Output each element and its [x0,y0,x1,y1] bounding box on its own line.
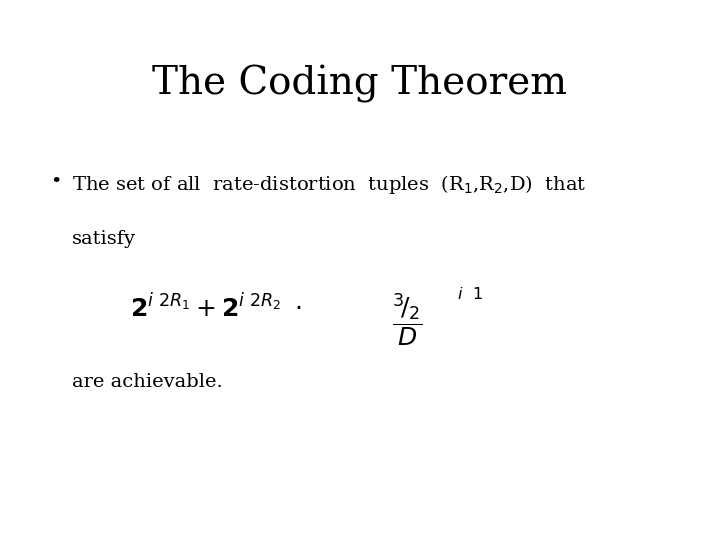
Text: $i\ \ 1$: $i\ \ 1$ [457,286,483,303]
Text: are achievable.: are achievable. [72,373,222,390]
Text: •: • [50,173,62,191]
Text: The set of all  rate-distortion  tuples  (R$_1$,R$_2$,D)  that: The set of all rate-distortion tuples (R… [72,173,586,196]
Text: $\dfrac{{}^3\!/{}_{2}}{D}$: $\dfrac{{}^3\!/{}_{2}}{D}$ [392,292,422,349]
Text: $\mathbf{2}^{i\ 2R_1} + \mathbf{2}^{i\ 2R_2}\ \cdot$: $\mathbf{2}^{i\ 2R_1} + \mathbf{2}^{i\ 2… [130,294,302,323]
Text: satisfy: satisfy [72,230,136,247]
Text: The Coding Theorem: The Coding Theorem [153,65,567,103]
